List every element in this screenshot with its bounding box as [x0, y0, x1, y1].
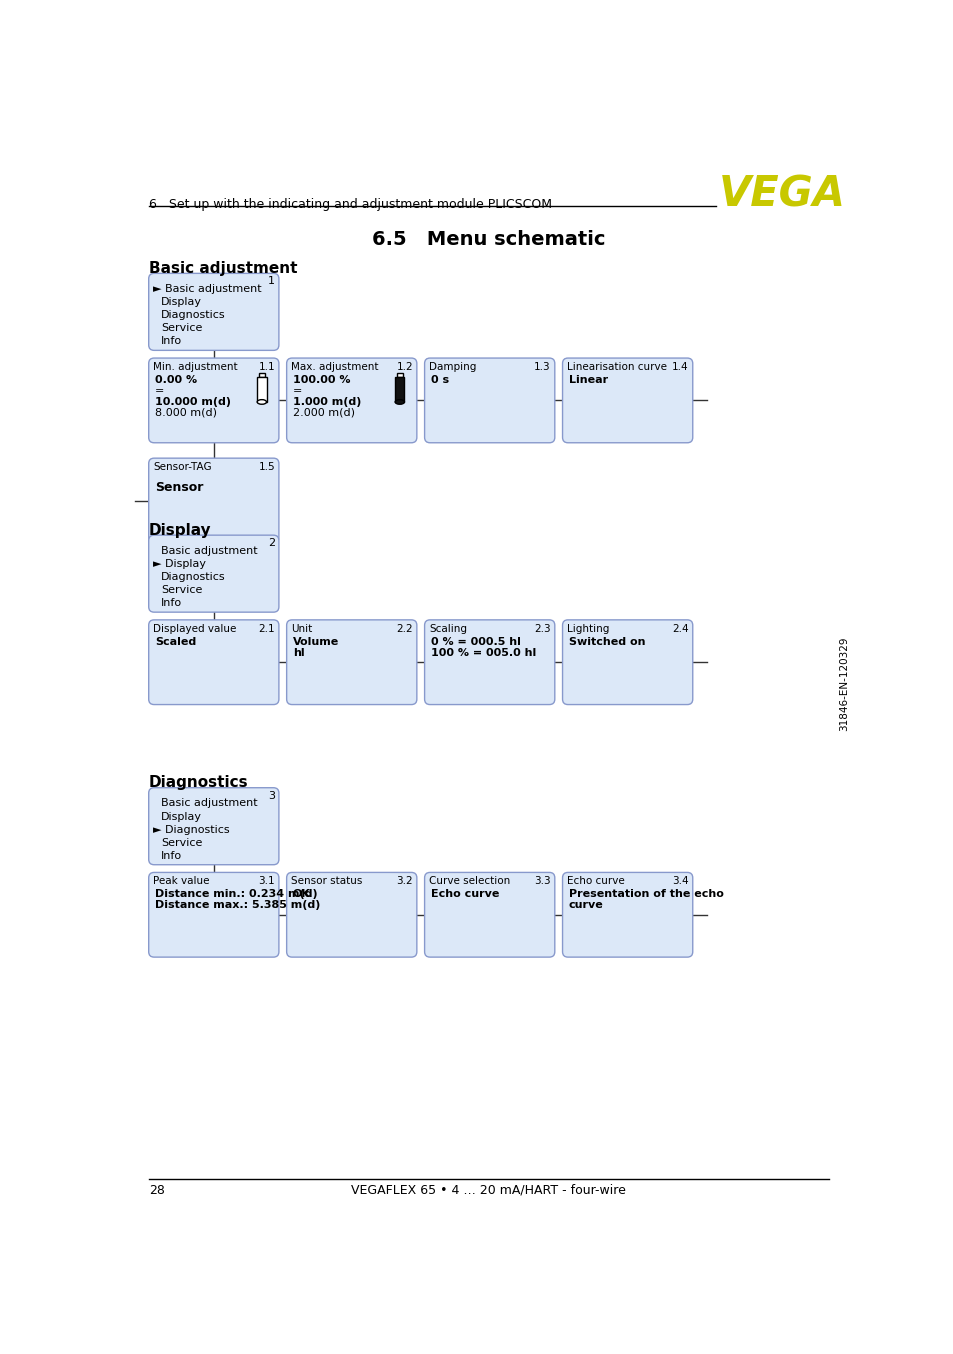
Text: Basic adjustment: Basic adjustment: [149, 261, 297, 276]
FancyBboxPatch shape: [149, 872, 278, 957]
Text: 3.1: 3.1: [258, 876, 274, 887]
Text: Service: Service: [161, 838, 202, 848]
Text: Max. adjustment: Max. adjustment: [291, 362, 378, 372]
Text: 3.3: 3.3: [534, 876, 550, 887]
Bar: [258, 374, 265, 378]
Bar: [396, 374, 402, 378]
Text: Service: Service: [161, 585, 202, 596]
Text: 100 % = 005.0 hl: 100 % = 005.0 hl: [431, 647, 536, 658]
Text: Linearisation curve: Linearisation curve: [567, 362, 666, 372]
Bar: [395, 378, 404, 402]
FancyBboxPatch shape: [286, 872, 416, 957]
Text: Displayed value: Displayed value: [153, 624, 236, 634]
Text: Unit: Unit: [291, 624, 313, 634]
Text: 3: 3: [268, 791, 274, 800]
Text: =: =: [293, 386, 302, 395]
Text: 1.2: 1.2: [395, 362, 413, 372]
Text: ► Basic adjustment: ► Basic adjustment: [153, 284, 262, 294]
Text: Curve selection: Curve selection: [429, 876, 510, 887]
FancyBboxPatch shape: [424, 357, 555, 443]
FancyBboxPatch shape: [424, 620, 555, 704]
Text: Service: Service: [161, 324, 202, 333]
Text: Display: Display: [161, 298, 202, 307]
Text: Volume: Volume: [293, 636, 338, 647]
Text: Lighting: Lighting: [567, 624, 609, 634]
Text: 100.00 %: 100.00 %: [293, 375, 350, 385]
Text: Basic adjustment: Basic adjustment: [161, 546, 257, 556]
Ellipse shape: [257, 399, 266, 405]
Text: Presentation of the echo: Presentation of the echo: [568, 890, 723, 899]
Text: 2.1: 2.1: [258, 624, 274, 634]
Text: 1.4: 1.4: [672, 362, 688, 372]
FancyBboxPatch shape: [286, 620, 416, 704]
Text: VEGA: VEGA: [718, 173, 844, 215]
Text: ► Display: ► Display: [153, 559, 206, 569]
Text: 2.000 m(d): 2.000 m(d): [293, 408, 355, 417]
Text: 2.3: 2.3: [534, 624, 550, 634]
Text: Display: Display: [161, 811, 202, 822]
Text: curve: curve: [568, 900, 603, 910]
FancyBboxPatch shape: [149, 458, 278, 543]
Text: Scaled: Scaled: [154, 636, 196, 647]
Text: Linear: Linear: [568, 375, 607, 385]
Text: 31846-EN-120329: 31846-EN-120329: [839, 636, 849, 731]
Text: Min. adjustment: Min. adjustment: [153, 362, 237, 372]
Text: hl: hl: [293, 647, 304, 658]
Text: Scaling: Scaling: [429, 624, 467, 634]
Text: 1.5: 1.5: [258, 462, 274, 473]
Text: Diagnostics: Diagnostics: [161, 310, 226, 321]
Text: Echo curve: Echo curve: [567, 876, 624, 887]
Text: Distance max.: 5.385 m(d): Distance max.: 5.385 m(d): [154, 900, 320, 910]
Text: Sensor: Sensor: [154, 481, 203, 494]
FancyBboxPatch shape: [424, 872, 555, 957]
Text: ► Diagnostics: ► Diagnostics: [153, 825, 230, 834]
Text: Diagnostics: Diagnostics: [161, 573, 226, 582]
FancyBboxPatch shape: [149, 620, 278, 704]
Text: Info: Info: [161, 337, 182, 347]
Bar: [257, 378, 266, 402]
FancyBboxPatch shape: [562, 357, 692, 443]
Text: =: =: [154, 386, 164, 395]
Text: 0 % = 000.5 hl: 0 % = 000.5 hl: [431, 636, 520, 647]
Text: Damping: Damping: [429, 362, 476, 372]
FancyBboxPatch shape: [149, 274, 278, 351]
Text: 6.5   Menu schematic: 6.5 Menu schematic: [372, 230, 605, 249]
FancyBboxPatch shape: [562, 872, 692, 957]
Text: 6   Set up with the indicating and adjustment module PLICSCOM: 6 Set up with the indicating and adjustm…: [149, 198, 551, 211]
Text: 8.000 m(d): 8.000 m(d): [154, 408, 216, 417]
Text: 2: 2: [268, 539, 274, 548]
Text: Peak value: Peak value: [153, 876, 210, 887]
FancyBboxPatch shape: [149, 357, 278, 443]
Text: 10.000 m(d): 10.000 m(d): [154, 397, 231, 406]
Text: 0.00 %: 0.00 %: [154, 375, 197, 385]
FancyBboxPatch shape: [286, 357, 416, 443]
Text: 3.4: 3.4: [672, 876, 688, 887]
Text: Info: Info: [161, 598, 182, 608]
Text: Display: Display: [149, 523, 212, 538]
Ellipse shape: [395, 399, 404, 405]
Text: Info: Info: [161, 850, 182, 861]
Text: Echo curve: Echo curve: [431, 890, 498, 899]
Text: 1: 1: [268, 276, 274, 287]
Text: Switched on: Switched on: [568, 636, 644, 647]
Text: 1.3: 1.3: [534, 362, 550, 372]
Text: 1.1: 1.1: [258, 362, 274, 372]
Text: VEGAFLEX 65 • 4 … 20 mA/HART - four-wire: VEGAFLEX 65 • 4 … 20 mA/HART - four-wire: [351, 1183, 626, 1197]
Text: Basic adjustment: Basic adjustment: [161, 799, 257, 808]
Text: 2.4: 2.4: [672, 624, 688, 634]
Text: Sensor-TAG: Sensor-TAG: [153, 462, 212, 473]
Text: 28: 28: [149, 1183, 165, 1197]
Text: 0 s: 0 s: [431, 375, 449, 385]
FancyBboxPatch shape: [149, 788, 278, 865]
Text: OK: OK: [293, 890, 311, 899]
Text: 1.000 m(d): 1.000 m(d): [293, 397, 361, 406]
FancyBboxPatch shape: [149, 535, 278, 612]
Text: Sensor status: Sensor status: [291, 876, 362, 887]
Text: 3.2: 3.2: [395, 876, 413, 887]
FancyBboxPatch shape: [562, 620, 692, 704]
Text: Distance min.: 0.234 m(d): Distance min.: 0.234 m(d): [154, 890, 317, 899]
Text: 2.2: 2.2: [395, 624, 413, 634]
Text: Diagnostics: Diagnostics: [149, 776, 248, 791]
